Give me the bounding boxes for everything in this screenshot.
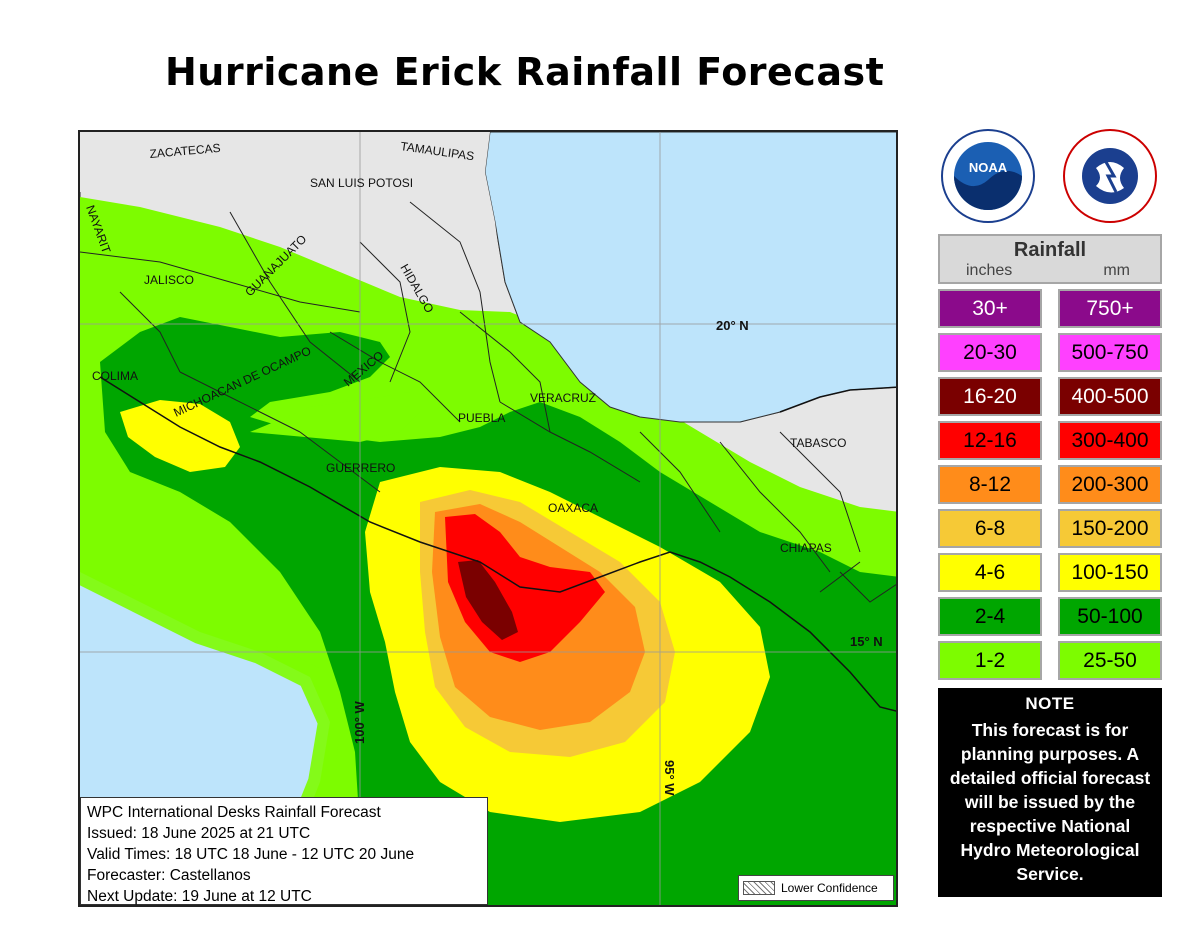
info-line-valid-times: Valid Times: 18 UTC 18 June - 12 UTC 20 … xyxy=(87,846,415,863)
info-line-issued: Issued: 18 June 2025 at 21 UTC xyxy=(87,825,311,842)
note-box: NOTE This forecast is for planning purpo… xyxy=(938,688,1162,897)
northern-land xyxy=(80,132,500,282)
legend-row: 20-30 500-750 xyxy=(938,333,1162,372)
legend-unit-mm: mm xyxy=(1103,262,1130,279)
legend-cell-inches: 6-8 xyxy=(938,509,1042,548)
gridline-label-95w: 95° W xyxy=(662,760,677,796)
lower-confidence-label: Lower Confidence xyxy=(781,881,878,895)
legend-row: 16-20 400-500 xyxy=(938,377,1162,416)
legend-cell-mm: 50-100 xyxy=(1058,597,1162,636)
legend-cell-mm: 750+ xyxy=(1058,289,1162,328)
legend-title: Rainfall xyxy=(1013,239,1087,261)
legend-cell-inches: 20-30 xyxy=(938,333,1042,372)
gridline-label-20n: 20° N xyxy=(716,318,749,333)
agency-logos: NOAA xyxy=(938,128,1162,224)
info-line-next-update: Next Update: 19 June at 12 UTC xyxy=(87,888,312,905)
legend-cell-mm: 100-150 xyxy=(1058,553,1162,592)
legend-cell-inches: 16-20 xyxy=(938,377,1042,416)
hatch-swatch-icon xyxy=(743,881,775,895)
svg-text:NOAA: NOAA xyxy=(969,160,1008,175)
state-label-oaxaca: OAXACA xyxy=(548,501,598,515)
noaa-logo-icon: NOAA xyxy=(941,129,1035,223)
state-label-chiapas: CHIAPAS xyxy=(780,541,832,555)
legend-cell-mm: 400-500 xyxy=(1058,377,1162,416)
rain-band-4-6-west xyxy=(120,400,240,472)
legend-rows: 30+ 750+ 20-30 500-750 16-20 400-500 12-16 300-… xyxy=(938,289,1162,680)
lower-confidence-key: Lower Confidence xyxy=(738,875,894,901)
legend-cell-mm: 150-200 xyxy=(1058,509,1162,548)
state-label-veracruz: VERACRUZ xyxy=(530,391,596,405)
legend-row: 2-4 50-100 xyxy=(938,597,1162,636)
legend-row: 1-2 25-50 xyxy=(938,641,1162,680)
legend-cell-mm: 500-750 xyxy=(1058,333,1162,372)
legend-row: 30+ 750+ xyxy=(938,289,1162,328)
map-canvas: ZACATECAS TAMAULIPAS SAN LUIS POTOSI NAY… xyxy=(80,132,896,905)
gridline-label-15n: 15° N xyxy=(850,634,883,649)
legend-cell-inches: 30+ xyxy=(938,289,1042,328)
legend-cell-inches: 2-4 xyxy=(938,597,1042,636)
nws-logo-icon xyxy=(1063,129,1157,223)
graticule xyxy=(80,132,896,905)
rain-band-16-20 xyxy=(458,560,518,640)
legend-cell-inches: 1-2 xyxy=(938,641,1042,680)
info-line-product: WPC International Desks Rainfall Forecas… xyxy=(87,804,381,821)
state-label-jalisco: JALISCO xyxy=(144,273,194,287)
legend-row: 6-8 150-200 xyxy=(938,509,1162,548)
rainfall-map[interactable]: ZACATECAS TAMAULIPAS SAN LUIS POTOSI NAY… xyxy=(78,130,898,907)
legend-cell-inches: 12-16 xyxy=(938,421,1042,460)
state-label-tabasco: TABASCO xyxy=(790,436,846,450)
page-title: Hurricane Erick Rainfall Forecast xyxy=(165,50,885,94)
pacific-coastline xyxy=(99,376,896,712)
rain-band-1-2-inset xyxy=(250,392,420,442)
note-heading: NOTE xyxy=(1025,694,1075,713)
legend-unit-inches: inches xyxy=(966,262,1013,279)
legend-cell-inches: 4-6 xyxy=(938,553,1042,592)
legend-cell-mm: 300-400 xyxy=(1058,421,1162,460)
legend-header: Rainfall inches mm xyxy=(938,234,1162,284)
state-label-san-luis-potosi: SAN LUIS POTOSI xyxy=(310,176,413,190)
forecast-info-box: WPC International Desks Rainfall Forecas… xyxy=(80,797,488,905)
state-label-guerrero: GUERRERO xyxy=(326,461,395,475)
legend-row: 8-12 200-300 xyxy=(938,465,1162,504)
state-label-puebla: PUEBLA xyxy=(458,411,505,425)
legend-row: 4-6 100-150 xyxy=(938,553,1162,592)
legend-cell-inches: 8-12 xyxy=(938,465,1042,504)
legend-cell-mm: 25-50 xyxy=(1058,641,1162,680)
gulf-coastline xyxy=(779,386,896,413)
state-label-zacatecas: ZACATECAS xyxy=(149,141,221,161)
state-label-colima: COLIMA xyxy=(92,369,138,383)
legend-cell-mm: 200-300 xyxy=(1058,465,1162,504)
gridline-label-100w: 100° W xyxy=(352,700,367,744)
info-line-forecaster: Forecaster: Castellanos xyxy=(87,867,251,884)
legend-row: 12-16 300-400 xyxy=(938,421,1162,460)
note-body: This forecast is for planning purposes. … xyxy=(949,720,1151,884)
rainfall-legend: Rainfall inches mm 30+ 750+ 20-30 500-750 16… xyxy=(938,234,1162,680)
